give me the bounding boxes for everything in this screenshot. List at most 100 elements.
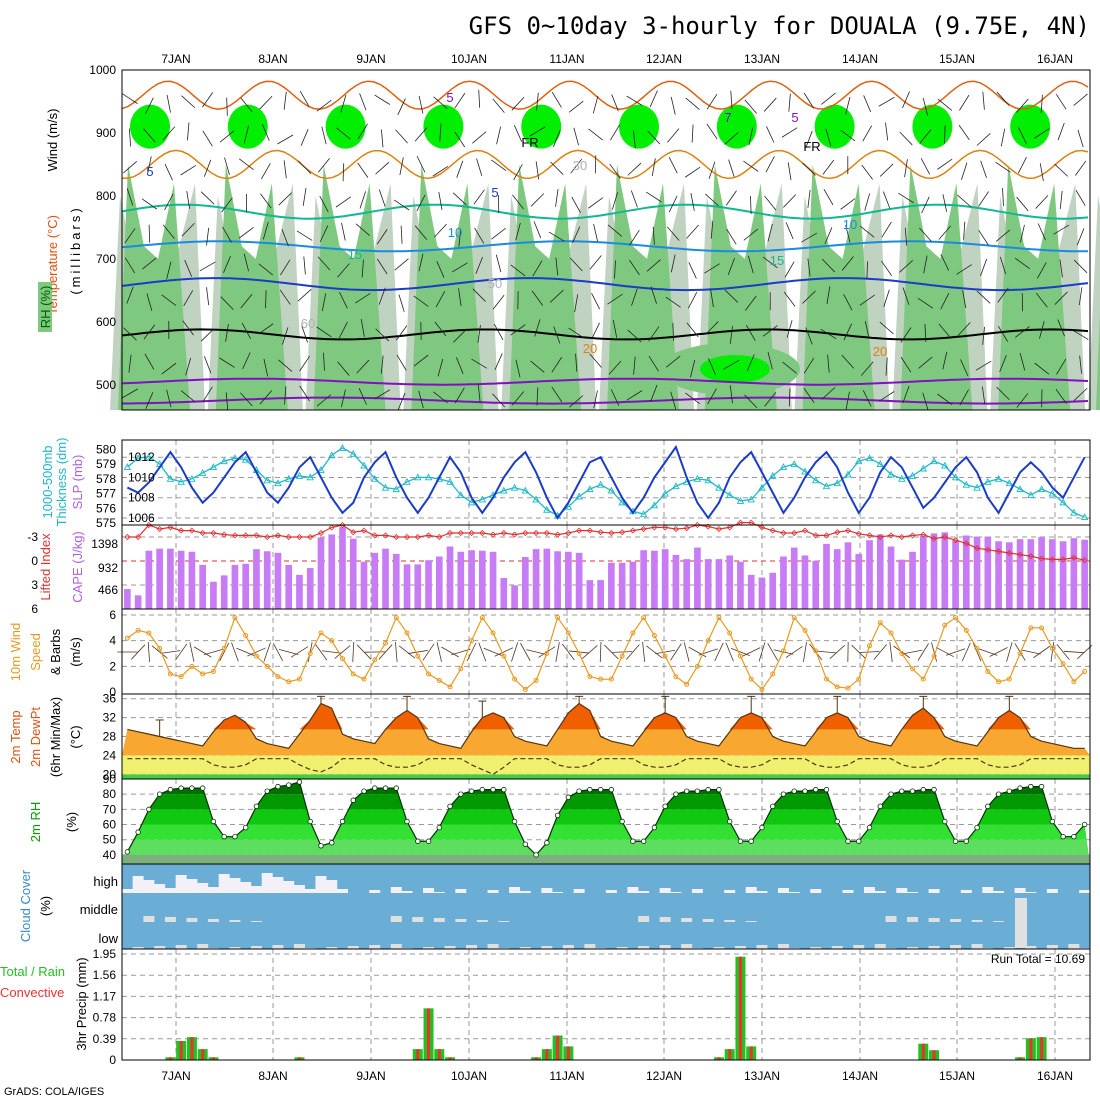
rh-point — [1038, 783, 1045, 790]
cape-bar — [446, 546, 454, 609]
wind-barb — [432, 165, 449, 177]
wind-barb — [728, 159, 735, 177]
wind-barb-10m — [151, 645, 168, 659]
wind-barb — [629, 259, 640, 276]
rh-point — [845, 838, 851, 844]
wind-barb — [745, 295, 757, 311]
wind-barb — [767, 223, 773, 242]
precip-convective-bar — [168, 1057, 172, 1060]
cloud-high-patch — [573, 889, 585, 893]
cloud-low-patch — [487, 944, 499, 949]
wind-barb — [318, 157, 330, 173]
wind-barb — [570, 158, 583, 174]
li-point — [640, 525, 647, 533]
wind-point — [1006, 676, 1012, 682]
li-point — [124, 533, 131, 541]
wind-barb — [200, 328, 215, 342]
cape-bar — [231, 564, 239, 609]
wind-barb-10m — [935, 646, 954, 658]
wind-tick-3: 0 — [109, 685, 116, 699]
cloud-mid-patch — [390, 916, 402, 922]
wind-barb — [902, 91, 910, 109]
rh-point — [242, 824, 249, 831]
wind-barb-10m — [889, 642, 893, 662]
wind-barb — [395, 325, 408, 341]
wind-barb-10m — [334, 645, 351, 659]
thickness-tick-3: 577 — [96, 487, 116, 501]
wind-barb — [491, 227, 506, 240]
wind-point — [931, 653, 937, 659]
rh-ylabel-0: 2m RH — [28, 802, 43, 842]
contour-label-10: 15 — [770, 253, 784, 268]
wind-point — [759, 686, 765, 692]
precip-tick-1: 1.56 — [93, 968, 117, 982]
cape-bar — [629, 561, 637, 609]
wind-barb — [166, 261, 172, 280]
wind-barb — [706, 93, 718, 110]
wind-barb — [1000, 128, 1006, 147]
cape-bar — [1027, 539, 1035, 609]
wind-barb — [573, 127, 579, 146]
wind-barb — [319, 225, 329, 243]
wind-barb — [530, 193, 545, 207]
wind-barb — [458, 228, 462, 247]
wind-barb-10m — [394, 642, 398, 662]
li-point — [511, 531, 518, 538]
wind-barb — [396, 354, 407, 371]
rh-point — [156, 791, 163, 797]
wind-barb — [629, 229, 640, 246]
wind-barb — [1073, 387, 1088, 401]
wind-barb — [976, 133, 991, 146]
wind-barb-10m — [278, 649, 299, 655]
cloud-high-patch — [864, 887, 876, 893]
wind-barb-10m — [902, 649, 923, 655]
wind-barb — [341, 222, 346, 241]
li-point — [500, 529, 507, 537]
li-point — [844, 527, 852, 534]
li-point — [898, 533, 905, 541]
wind-barb — [375, 161, 390, 175]
wind-barb — [708, 161, 716, 179]
wind-barb — [1056, 358, 1067, 375]
wind-point — [748, 676, 754, 682]
wind-barb — [841, 256, 854, 271]
cape-bar — [306, 568, 314, 609]
cape-bar — [1038, 537, 1045, 609]
wind-point — [286, 679, 292, 685]
wind-barb-10m — [1063, 650, 1084, 654]
wind-barb — [413, 295, 429, 307]
wind-point — [479, 615, 485, 621]
wind-barb — [1059, 190, 1063, 209]
wind-point — [587, 674, 593, 680]
cape-bar — [177, 550, 185, 609]
cloud-low-patch — [907, 947, 919, 949]
precip-convective-bar — [211, 1057, 215, 1060]
wind-barb-10m — [612, 651, 633, 653]
wind-barb — [225, 323, 229, 342]
thickness-point — [370, 474, 379, 482]
wind-barb — [614, 260, 616, 279]
wind-barb — [672, 322, 674, 341]
li-point — [941, 533, 948, 541]
wind-barb — [668, 195, 678, 213]
wind-barb — [323, 352, 325, 371]
li-point — [436, 533, 443, 541]
cape-bar — [962, 535, 970, 609]
contour-label-6: 5 — [491, 185, 498, 200]
rh-point — [511, 818, 518, 825]
wind-barb — [452, 192, 467, 206]
wind-barb-10m — [989, 647, 1008, 657]
wind-barb — [241, 322, 251, 340]
cloud-low-patch — [971, 944, 983, 949]
wind-barb — [998, 326, 1008, 342]
wind-barb — [513, 125, 523, 142]
wind-barb — [128, 354, 132, 373]
rh-plume-dark-4 — [509, 164, 582, 410]
wind-barb — [454, 131, 466, 148]
wind-barb — [1034, 362, 1050, 375]
cape-bar — [414, 564, 422, 609]
rh-point — [974, 824, 980, 831]
cape-bar — [672, 554, 680, 609]
rh-point — [942, 818, 948, 825]
wind-barb — [708, 358, 716, 376]
